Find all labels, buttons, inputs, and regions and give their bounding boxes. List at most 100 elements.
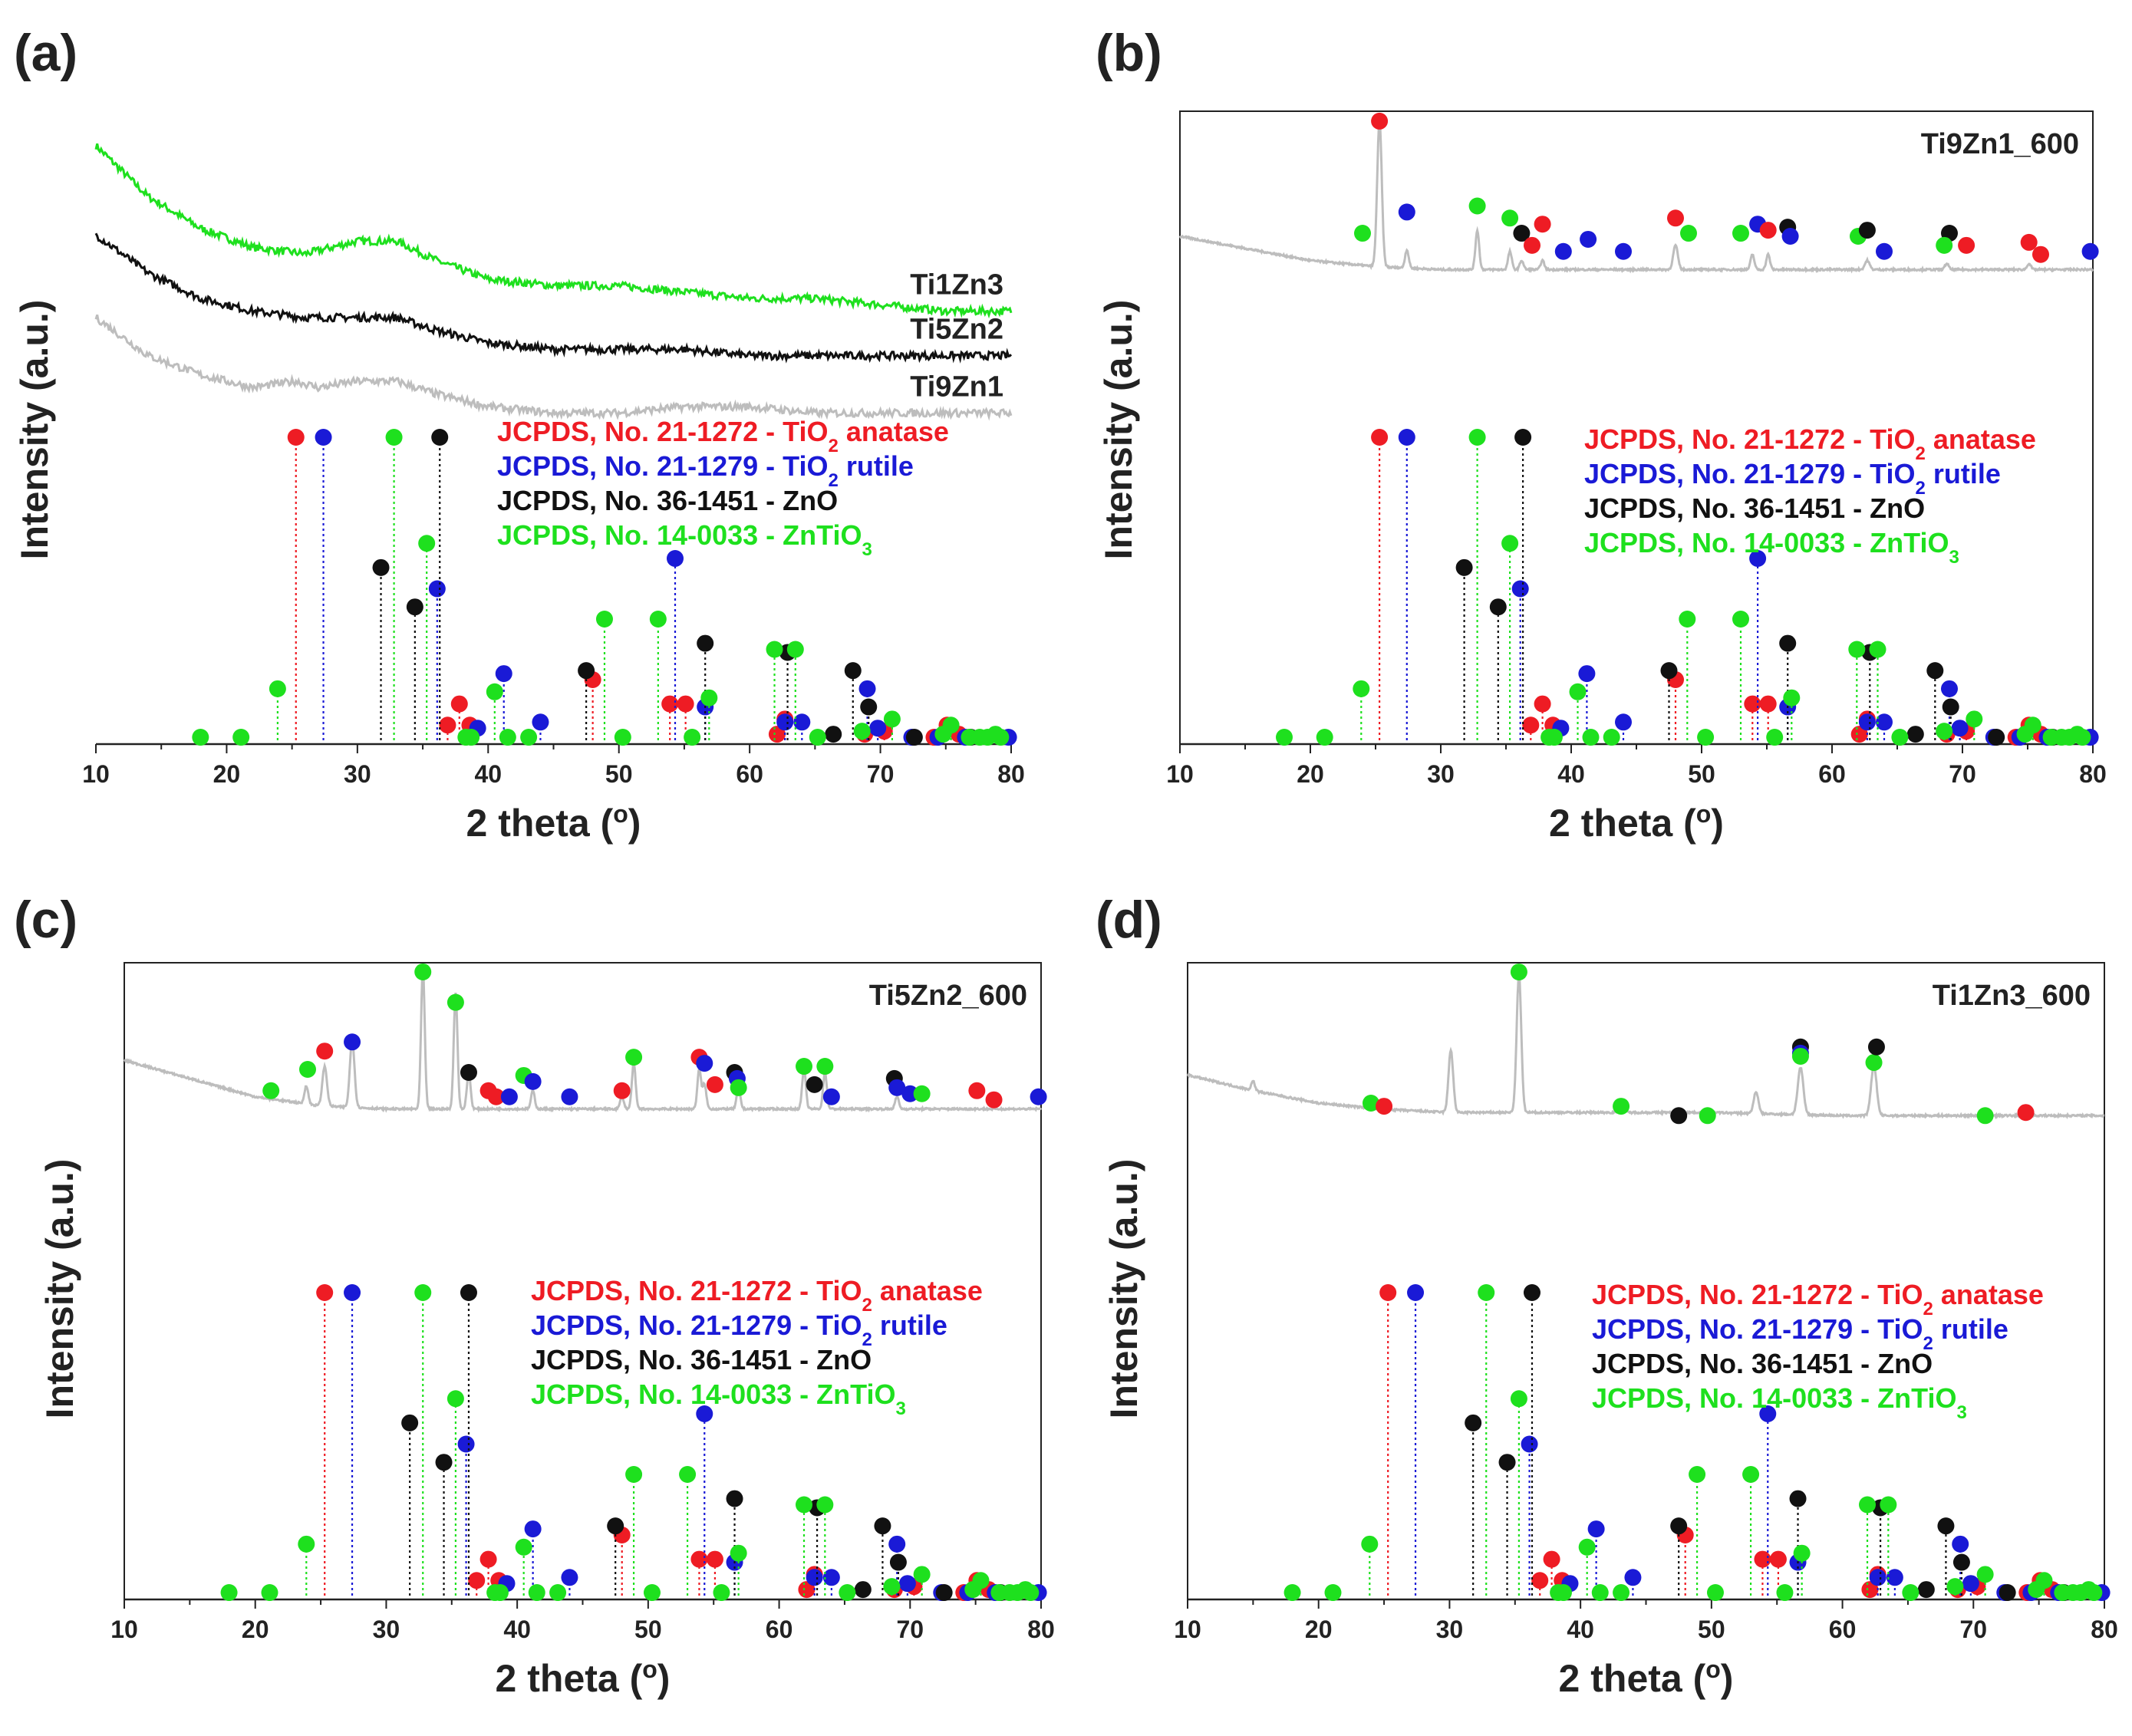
panel-c: 10 20 30 40 50 60 70 80 2 theta (o) Intensity (a.… xyxy=(14,891,1055,1700)
legend-text: JCPDS, No. 36-1451 - ZnO xyxy=(497,485,838,516)
y-axis-label: Intensity (a.u.) xyxy=(38,1159,81,1419)
sample-label-Ti5Zn2: Ti5Zn2 xyxy=(910,314,1003,346)
peak-marker-anatase xyxy=(1667,209,1684,227)
ref-marker-zno xyxy=(1988,729,2005,746)
peak-marker-zntio3 xyxy=(1680,225,1697,242)
x-tick-label: 70 xyxy=(896,1616,924,1643)
legend-entry-anatase: JCPDS, No. 21-1272 - TiO2 anatase xyxy=(1592,1279,2044,1319)
degree-superscript: o xyxy=(1705,1655,1721,1683)
peak-marker-rutile xyxy=(344,1033,361,1051)
peak-marker-zntio3 xyxy=(1468,197,1486,215)
legend-text: JCPDS, No. 36-1451 - ZnO xyxy=(1592,1348,1933,1379)
ref-marker-zntio3 xyxy=(625,1466,643,1483)
x-tick-label: 30 xyxy=(1427,760,1455,788)
legend-entry-zntio3: JCPDS, No. 14-0033 - ZnTiO3 xyxy=(1584,527,1959,568)
legend-text: JCPDS, No. 21-1279 - TiO xyxy=(497,450,829,482)
x-tick-label: 80 xyxy=(997,760,1025,788)
ref-marker-rutile xyxy=(315,429,332,446)
x-tick-label: 30 xyxy=(344,760,371,788)
ref-marker-zno xyxy=(1926,662,1944,680)
ref-marker-zno xyxy=(854,1581,872,1599)
legend-subscript: 2 xyxy=(829,436,839,456)
ref-marker-zntio3 xyxy=(1501,535,1519,552)
legend-text: JCPDS, No. 21-1279 - TiO xyxy=(1584,458,1916,489)
x-tick-label: 50 xyxy=(605,760,633,788)
panel-label: (c) xyxy=(14,891,77,949)
peak-marker-anatase xyxy=(2017,1104,2035,1122)
peak-marker-rutile xyxy=(888,1079,906,1096)
ref-marker-zno xyxy=(697,634,714,652)
ref-marker-anatase xyxy=(439,716,456,734)
ref-marker-zntio3 xyxy=(1902,1584,1919,1602)
ref-marker-zno xyxy=(1779,634,1797,652)
ref-marker-zno xyxy=(578,662,595,680)
ref-marker-anatase xyxy=(1534,695,1551,713)
ref-marker-anatase xyxy=(468,1572,486,1589)
ref-marker-rutile xyxy=(1759,1405,1777,1422)
ref-marker-anatase xyxy=(1522,716,1540,734)
ref-marker-zno xyxy=(1917,1581,1935,1599)
x-tick-label: 40 xyxy=(1567,1616,1594,1643)
peak-marker-zntio3 xyxy=(1699,1107,1716,1125)
legend-subscript: 3 xyxy=(1949,547,1959,568)
ref-marker-zntio3 xyxy=(1742,1466,1760,1483)
ref-marker-zntio3 xyxy=(1976,1566,1994,1583)
ref-marker-zno xyxy=(1465,1414,1482,1431)
ref-marker-anatase xyxy=(1543,1550,1560,1568)
legend-text: anatase xyxy=(1926,423,2036,455)
ref-marker-zno xyxy=(1660,662,1678,680)
ref-marker-zntio3 xyxy=(1859,1496,1877,1514)
peak-marker-zntio3 xyxy=(1510,964,1527,981)
peak-marker-zntio3 xyxy=(1865,1054,1883,1072)
ref-marker-rutile xyxy=(1578,665,1596,683)
peak-marker-zntio3 xyxy=(1732,225,1749,242)
ref-marker-zntio3 xyxy=(1316,729,1333,746)
ref-marker-zntio3 xyxy=(643,1584,661,1602)
legend-text: JCPDS, No. 21-1272 - TiO xyxy=(1592,1279,1923,1310)
ref-marker-zntio3 xyxy=(549,1584,567,1602)
ref-marker-zntio3 xyxy=(1353,680,1370,697)
ref-marker-zntio3 xyxy=(1946,1578,1964,1596)
ref-marker-zno xyxy=(726,1490,743,1507)
x-tick-label: 60 xyxy=(766,1616,793,1643)
peak-marker-zntio3 xyxy=(796,1058,813,1076)
x-tick-label: 10 xyxy=(1166,760,1194,788)
x-axis-label-text: ) xyxy=(657,1657,671,1700)
ref-marker-rutile xyxy=(1876,713,1893,731)
peak-marker-rutile xyxy=(822,1088,840,1105)
x-axis-label-text: ) xyxy=(1711,802,1724,845)
ref-marker-rutile xyxy=(1407,1284,1425,1301)
x-tick-label: 30 xyxy=(373,1616,400,1643)
ref-marker-anatase xyxy=(316,1284,334,1301)
panel-label: (a) xyxy=(14,24,77,82)
peak-marker-anatase xyxy=(706,1076,723,1093)
ref-marker-rutile xyxy=(1511,580,1529,598)
ref-marker-zntio3 xyxy=(1468,429,1486,446)
ref-marker-anatase xyxy=(1379,1284,1397,1301)
ref-marker-zno xyxy=(1670,1517,1688,1535)
ref-marker-anatase xyxy=(1850,726,1868,743)
ref-marker-zno xyxy=(1952,1553,1970,1571)
ref-marker-zntio3 xyxy=(883,1578,901,1596)
ref-marker-rutile xyxy=(1587,1520,1605,1538)
ref-marker-zntio3 xyxy=(992,729,1010,746)
ref-marker-zno xyxy=(1455,558,1473,576)
ref-marker-anatase xyxy=(1531,1572,1549,1589)
peak-marker-zno xyxy=(1670,1107,1688,1125)
x-axis-label-text: 2 theta ( xyxy=(496,1657,643,1700)
ref-marker-zntio3 xyxy=(786,641,804,658)
ref-marker-zntio3 xyxy=(595,611,613,628)
degree-superscript: o xyxy=(1696,800,1712,828)
x-tick-label: 10 xyxy=(110,1616,138,1643)
ref-marker-zntio3 xyxy=(839,1584,856,1602)
ref-marker-zno xyxy=(889,1553,907,1571)
pattern-Ti5Zn2_600 xyxy=(123,968,1043,1113)
peak-marker-anatase xyxy=(1524,236,1541,254)
ref-marker-zntio3 xyxy=(2024,716,2041,734)
ref-marker-zntio3 xyxy=(679,1466,697,1483)
ref-marker-rutile xyxy=(457,1435,475,1453)
ref-marker-zntio3 xyxy=(1679,611,1696,628)
ref-marker-zno xyxy=(825,726,842,743)
panel-label: (d) xyxy=(1096,891,1162,949)
